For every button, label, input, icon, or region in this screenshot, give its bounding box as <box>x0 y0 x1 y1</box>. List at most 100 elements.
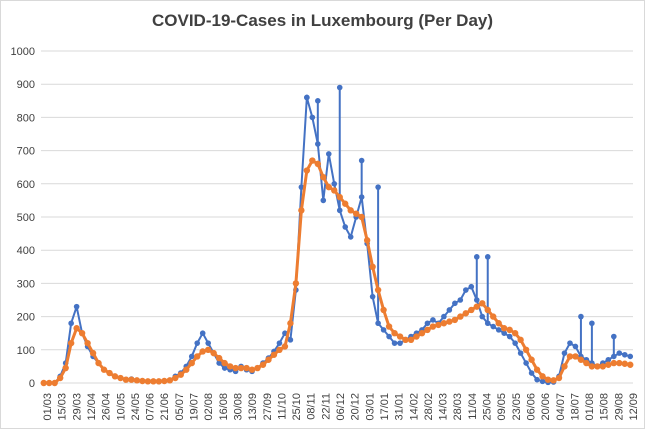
x-tick-label: 21/06 <box>159 393 171 421</box>
data-point <box>457 297 464 303</box>
x-tick-label: 28/02 <box>423 393 435 421</box>
data-point <box>336 193 343 201</box>
data-point <box>589 320 595 327</box>
y-tick-label: 700 <box>17 146 35 158</box>
data-point <box>627 361 634 368</box>
data-point <box>254 364 261 372</box>
data-point <box>325 183 332 191</box>
x-tick-label: 10/05 <box>115 393 127 421</box>
data-point <box>84 339 91 347</box>
data-point <box>144 378 152 385</box>
data-point <box>363 237 371 244</box>
data-point <box>276 346 283 353</box>
y-tick-label: 900 <box>17 79 35 91</box>
data-point <box>287 337 294 343</box>
x-tick-label: 25/10 <box>291 393 303 421</box>
data-point <box>188 359 195 367</box>
x-tick-label: 23/05 <box>511 393 523 421</box>
data-point <box>528 370 535 376</box>
data-point <box>221 365 228 371</box>
data-point <box>358 213 365 221</box>
x-tick-label: 04/07 <box>555 393 567 421</box>
data-point <box>385 323 393 330</box>
data-point <box>358 157 365 164</box>
data-point <box>347 207 354 214</box>
x-tick-label: 20/06 <box>540 393 552 421</box>
data-point <box>194 353 201 360</box>
data-point <box>369 293 376 300</box>
data-point <box>139 377 146 385</box>
x-tick-label: 25/04 <box>482 393 494 421</box>
data-point <box>248 366 256 373</box>
data-point <box>424 326 431 334</box>
data-point <box>435 321 442 329</box>
data-point <box>216 360 222 366</box>
data-point <box>237 364 245 372</box>
x-tick-label: 09/05 <box>496 393 508 421</box>
data-point <box>243 364 250 372</box>
x-tick-label: 06/06 <box>525 393 537 421</box>
data-point <box>517 350 524 356</box>
data-point <box>51 379 58 387</box>
data-point <box>506 333 513 340</box>
data-point <box>446 318 453 325</box>
data-point <box>62 364 69 372</box>
y-axis: 0 100 200 300 400 500 600 700 800 900 1000 <box>11 46 35 390</box>
y-tick-label: 600 <box>17 179 35 191</box>
data-point <box>402 336 409 344</box>
data-point <box>188 353 195 360</box>
data-point <box>380 327 387 333</box>
data-point <box>561 350 568 356</box>
data-point <box>621 360 628 367</box>
data-point <box>210 349 217 357</box>
data-point <box>276 340 283 346</box>
data-point <box>287 320 294 327</box>
data-point <box>298 184 305 190</box>
x-tick-label: 08/11 <box>306 393 318 420</box>
series-group <box>40 84 634 387</box>
data-point <box>599 363 607 370</box>
x-tick-label: 16/08 <box>218 393 230 421</box>
data-point <box>490 313 497 320</box>
data-point <box>73 303 80 310</box>
x-tick-label: 24/05 <box>130 393 142 421</box>
x-tick-label: 18/07 <box>569 393 581 421</box>
x-tick-label: 07/06 <box>145 393 157 421</box>
data-point <box>374 286 382 294</box>
data-point <box>413 333 420 340</box>
data-point <box>479 300 486 307</box>
data-point <box>177 371 184 378</box>
data-point <box>67 339 75 347</box>
data-point <box>46 379 53 387</box>
data-point <box>457 313 464 320</box>
data-point <box>161 377 168 385</box>
x-tick-label: 26/04 <box>101 393 113 421</box>
data-point <box>578 313 584 320</box>
data-point <box>391 330 398 337</box>
data-point <box>232 364 239 372</box>
data-point <box>309 114 316 121</box>
data-point <box>292 280 300 287</box>
y-tick-label: 300 <box>17 278 35 290</box>
x-tick-label: 11/04 <box>467 393 479 420</box>
data-point <box>205 340 211 346</box>
data-point <box>616 350 623 356</box>
data-point <box>259 361 267 368</box>
data-point <box>440 320 448 327</box>
data-point <box>122 376 130 383</box>
data-point <box>304 94 310 101</box>
data-point <box>446 307 453 313</box>
data-point <box>610 359 618 367</box>
data-point <box>342 200 349 207</box>
data-point <box>479 313 486 320</box>
x-tick-label: 12/04 <box>86 393 98 421</box>
data-point <box>555 374 563 382</box>
data-point <box>265 356 272 363</box>
data-point <box>424 320 431 327</box>
data-point <box>539 373 546 380</box>
data-point <box>336 84 343 91</box>
data-point <box>78 330 86 337</box>
x-tick-label: 20/12 <box>350 393 362 421</box>
data-point <box>166 377 174 384</box>
